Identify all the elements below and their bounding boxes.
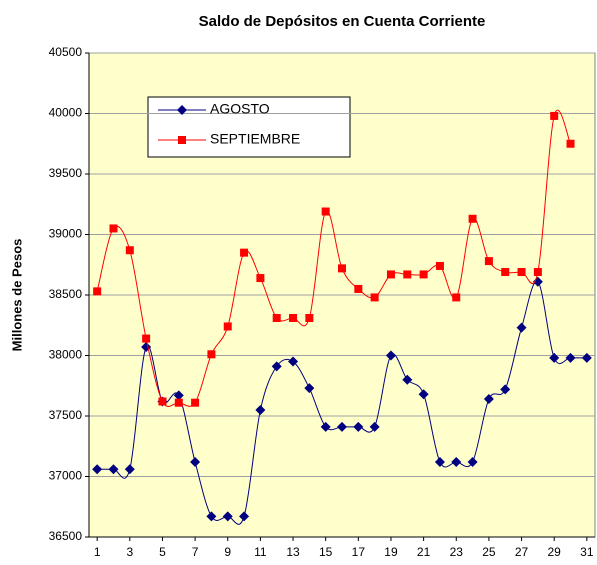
data-point xyxy=(565,352,576,363)
data-point xyxy=(109,224,118,233)
data-point xyxy=(467,456,478,467)
data-point xyxy=(142,334,151,343)
data-point xyxy=(288,356,299,367)
data-point xyxy=(337,421,347,432)
data-point xyxy=(370,293,379,302)
x-tick-label: 1 xyxy=(94,545,101,559)
x-tick-label: 29 xyxy=(548,545,562,559)
data-point xyxy=(484,257,493,266)
y-tick-label: 40500 xyxy=(49,45,83,59)
data-point xyxy=(434,456,445,467)
legend-label: SEPTIEMBRE xyxy=(210,131,300,147)
data-point xyxy=(385,350,396,361)
y-tick-label: 38500 xyxy=(49,287,83,301)
data-point xyxy=(174,398,183,407)
data-point xyxy=(566,139,575,148)
legend-label: AGOSTO xyxy=(210,101,270,117)
data-point xyxy=(289,313,298,322)
y-tick-label: 39500 xyxy=(49,166,83,180)
x-tick-label: 17 xyxy=(352,545,366,559)
data-point xyxy=(305,313,314,322)
chart-title: Saldo de Depósitos en Cuenta Corriente xyxy=(199,13,486,30)
x-tick-label: 9 xyxy=(224,545,231,559)
data-point xyxy=(581,352,592,363)
data-point xyxy=(354,284,363,293)
y-tick-label: 40000 xyxy=(49,106,83,120)
x-tick-label: 25 xyxy=(482,545,496,559)
y-tick-label: 38000 xyxy=(49,348,83,362)
x-tick-label: 15 xyxy=(319,545,333,559)
data-point xyxy=(468,214,477,223)
data-point xyxy=(304,383,315,394)
data-point xyxy=(501,268,510,277)
data-point xyxy=(255,404,266,415)
data-point xyxy=(533,268,542,277)
y-tick-label: 37500 xyxy=(49,408,83,422)
data-point xyxy=(386,270,395,279)
data-point xyxy=(353,421,364,432)
data-point xyxy=(190,456,201,467)
y-tick-label: 37000 xyxy=(49,469,83,483)
x-tick-label: 21 xyxy=(417,545,431,559)
data-point xyxy=(93,287,102,296)
data-point xyxy=(239,511,250,522)
data-point xyxy=(173,390,184,401)
data-point xyxy=(451,456,462,467)
data-point xyxy=(158,397,167,406)
data-point xyxy=(321,207,330,216)
data-point xyxy=(500,384,511,395)
legend-marker xyxy=(177,105,187,115)
x-tick-label: 13 xyxy=(286,545,300,559)
y-axis-label: Millones de Pesos xyxy=(9,239,24,352)
data-point xyxy=(532,276,543,287)
data-point xyxy=(125,246,134,255)
data-point xyxy=(191,398,200,407)
data-point xyxy=(435,261,444,270)
x-tick-label: 11 xyxy=(254,545,267,559)
data-point xyxy=(92,464,103,475)
x-tick-label: 31 xyxy=(580,545,594,559)
data-point xyxy=(516,322,527,333)
data-point xyxy=(403,270,412,279)
x-tick-label: 3 xyxy=(126,545,133,559)
data-point xyxy=(549,352,560,363)
data-point xyxy=(483,394,494,405)
x-tick-label: 5 xyxy=(159,545,166,559)
data-point xyxy=(206,511,217,522)
data-point xyxy=(240,248,249,257)
data-point xyxy=(320,421,331,432)
data-point xyxy=(369,421,380,432)
data-point xyxy=(124,464,135,475)
data-point xyxy=(272,313,281,322)
data-point xyxy=(402,374,413,385)
data-point xyxy=(550,111,559,120)
x-tick-label: 27 xyxy=(515,545,529,559)
data-point xyxy=(222,511,233,522)
data-point xyxy=(223,322,232,331)
data-point xyxy=(418,389,429,400)
data-point xyxy=(207,350,216,359)
x-tick-label: 19 xyxy=(384,545,398,559)
y-tick-label: 39000 xyxy=(49,227,83,241)
data-point xyxy=(338,264,346,273)
data-point xyxy=(452,293,461,302)
data-point xyxy=(108,464,119,475)
x-tick-label: 23 xyxy=(450,545,464,559)
data-point xyxy=(271,361,282,372)
legend-marker xyxy=(178,136,186,144)
x-tick-label: 7 xyxy=(192,545,199,559)
y-tick-label: 36500 xyxy=(49,529,83,543)
data-point xyxy=(419,270,428,279)
data-point xyxy=(256,274,265,283)
data-point xyxy=(517,268,526,277)
